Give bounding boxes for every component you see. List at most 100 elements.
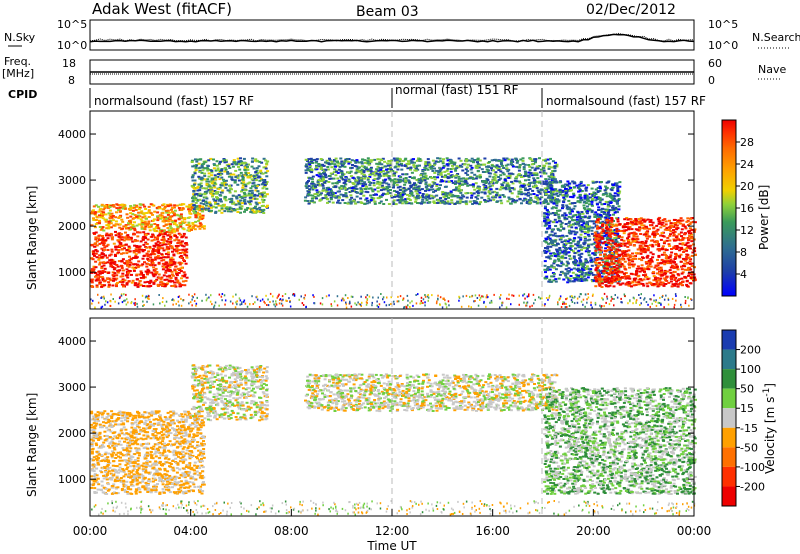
power-echo-cell [101, 238, 105, 241]
power-echo-cell [549, 187, 553, 190]
power-echo-cell [343, 186, 347, 189]
power-echo-cell [208, 203, 212, 205]
power-echo-cell [522, 162, 525, 165]
power-echo-cell [179, 216, 183, 219]
power-echo-cell [549, 157, 552, 160]
power-echo-cell [590, 193, 594, 195]
power-echo-cell [210, 186, 213, 189]
power-echo-cell [389, 170, 393, 173]
power-echo-cell [578, 260, 582, 263]
power-echo-cell [113, 266, 117, 269]
power-echo-cell [466, 170, 470, 173]
power-echo-cell [579, 275, 583, 278]
power-echo-cell [115, 283, 118, 286]
power-echo-cell [390, 168, 393, 171]
power-echo-cell [101, 240, 105, 243]
power-echo-cell [131, 213, 135, 216]
power-echo-cell [378, 202, 382, 205]
power-echo-cell [180, 209, 184, 211]
power-echo-cell [170, 219, 174, 222]
power-echo-cell [578, 262, 582, 265]
power-echo-cell [498, 188, 502, 191]
power-echo-cell [366, 157, 370, 160]
power-echo-cell [160, 259, 164, 262]
power-echo-cell [307, 158, 311, 161]
power-echo-cell [250, 178, 254, 181]
power-echo-cell [613, 200, 617, 202]
power-echo-cell [162, 230, 166, 233]
freq-unit: [MHz] [2, 67, 34, 80]
power-echo-cell [571, 180, 575, 183]
power-echo-cell [635, 281, 639, 284]
power-echo-cell [376, 158, 380, 161]
power-echo-cell [574, 247, 577, 250]
power-echo-cell [171, 274, 175, 277]
power-echo-cell [554, 212, 558, 215]
power-echo-cell [144, 222, 148, 225]
power-echo-cell [202, 227, 206, 230]
power-echo-cell [616, 194, 620, 197]
power-echo-cell [493, 176, 497, 179]
power-echo-cell [487, 172, 491, 175]
power-echo-cell [582, 279, 586, 281]
power-echo-cell [264, 166, 268, 169]
power-echo-cell [387, 203, 391, 205]
power-echo-cell [167, 238, 171, 240]
power-echo-cell [499, 177, 503, 180]
power-echo-cell [178, 214, 182, 217]
power-echo-cell [365, 159, 369, 162]
power-echo-cell [265, 205, 268, 208]
power-echo-cell [394, 193, 398, 196]
power-echo-cell [397, 165, 401, 168]
power-echo-cell [563, 194, 567, 197]
power-echo-cell [191, 227, 195, 230]
power-echo-cell [183, 217, 187, 220]
power-echo-cell [656, 241, 659, 243]
power-echo-cell [576, 274, 580, 277]
power-echo-cell [519, 174, 523, 177]
power-echo-cell [597, 245, 601, 248]
power-echo-cell [589, 259, 593, 262]
power-echo-cell [675, 280, 679, 283]
power-echo-cell [539, 192, 543, 195]
power-echo-cell [456, 173, 460, 175]
power-echo-cell [526, 183, 530, 186]
power-echo-cell [544, 193, 548, 196]
power-echo-cell [177, 207, 181, 209]
power-echo-cell [553, 169, 557, 172]
power-echo-cell [564, 190, 568, 193]
power-echo-cell [391, 173, 395, 176]
power-echo-cell [109, 262, 113, 265]
power-echo-cell [458, 182, 462, 185]
power-echo-cell [639, 220, 643, 223]
power-echo-cell [179, 233, 182, 236]
power-echo-cell [406, 179, 410, 182]
power-echo-cell [161, 212, 165, 214]
power-echo-cell [249, 200, 253, 203]
power-echo-cell [610, 187, 614, 189]
power-echo-cell [107, 285, 111, 288]
power-echo-cell [611, 205, 615, 207]
power-echo-cell [201, 210, 205, 213]
power-echo-cell [323, 181, 327, 184]
power-echo-cell [165, 278, 169, 281]
power-echo-cell [97, 237, 101, 240]
power-echo-cell [321, 163, 324, 166]
power-echo-cell [441, 191, 445, 193]
power-echo-cell [572, 277, 576, 279]
power-echo-cell [476, 158, 479, 161]
power-echo-cell [489, 188, 493, 191]
power-echo-cell [392, 186, 395, 189]
power-echo-cell [506, 163, 510, 166]
power-echo-cell [572, 255, 576, 258]
power-echo-cell [492, 195, 496, 198]
power-echo-cell [120, 267, 124, 269]
power-echo-cell [591, 180, 595, 183]
power-echo-cell [527, 199, 531, 201]
power-echo-cell [679, 231, 683, 234]
power-echo-cell [619, 245, 623, 247]
power-echo-cell [608, 250, 612, 253]
power-echo-cell [355, 187, 359, 190]
power-echo-cell [194, 158, 197, 161]
power-echo-cell [623, 244, 627, 247]
